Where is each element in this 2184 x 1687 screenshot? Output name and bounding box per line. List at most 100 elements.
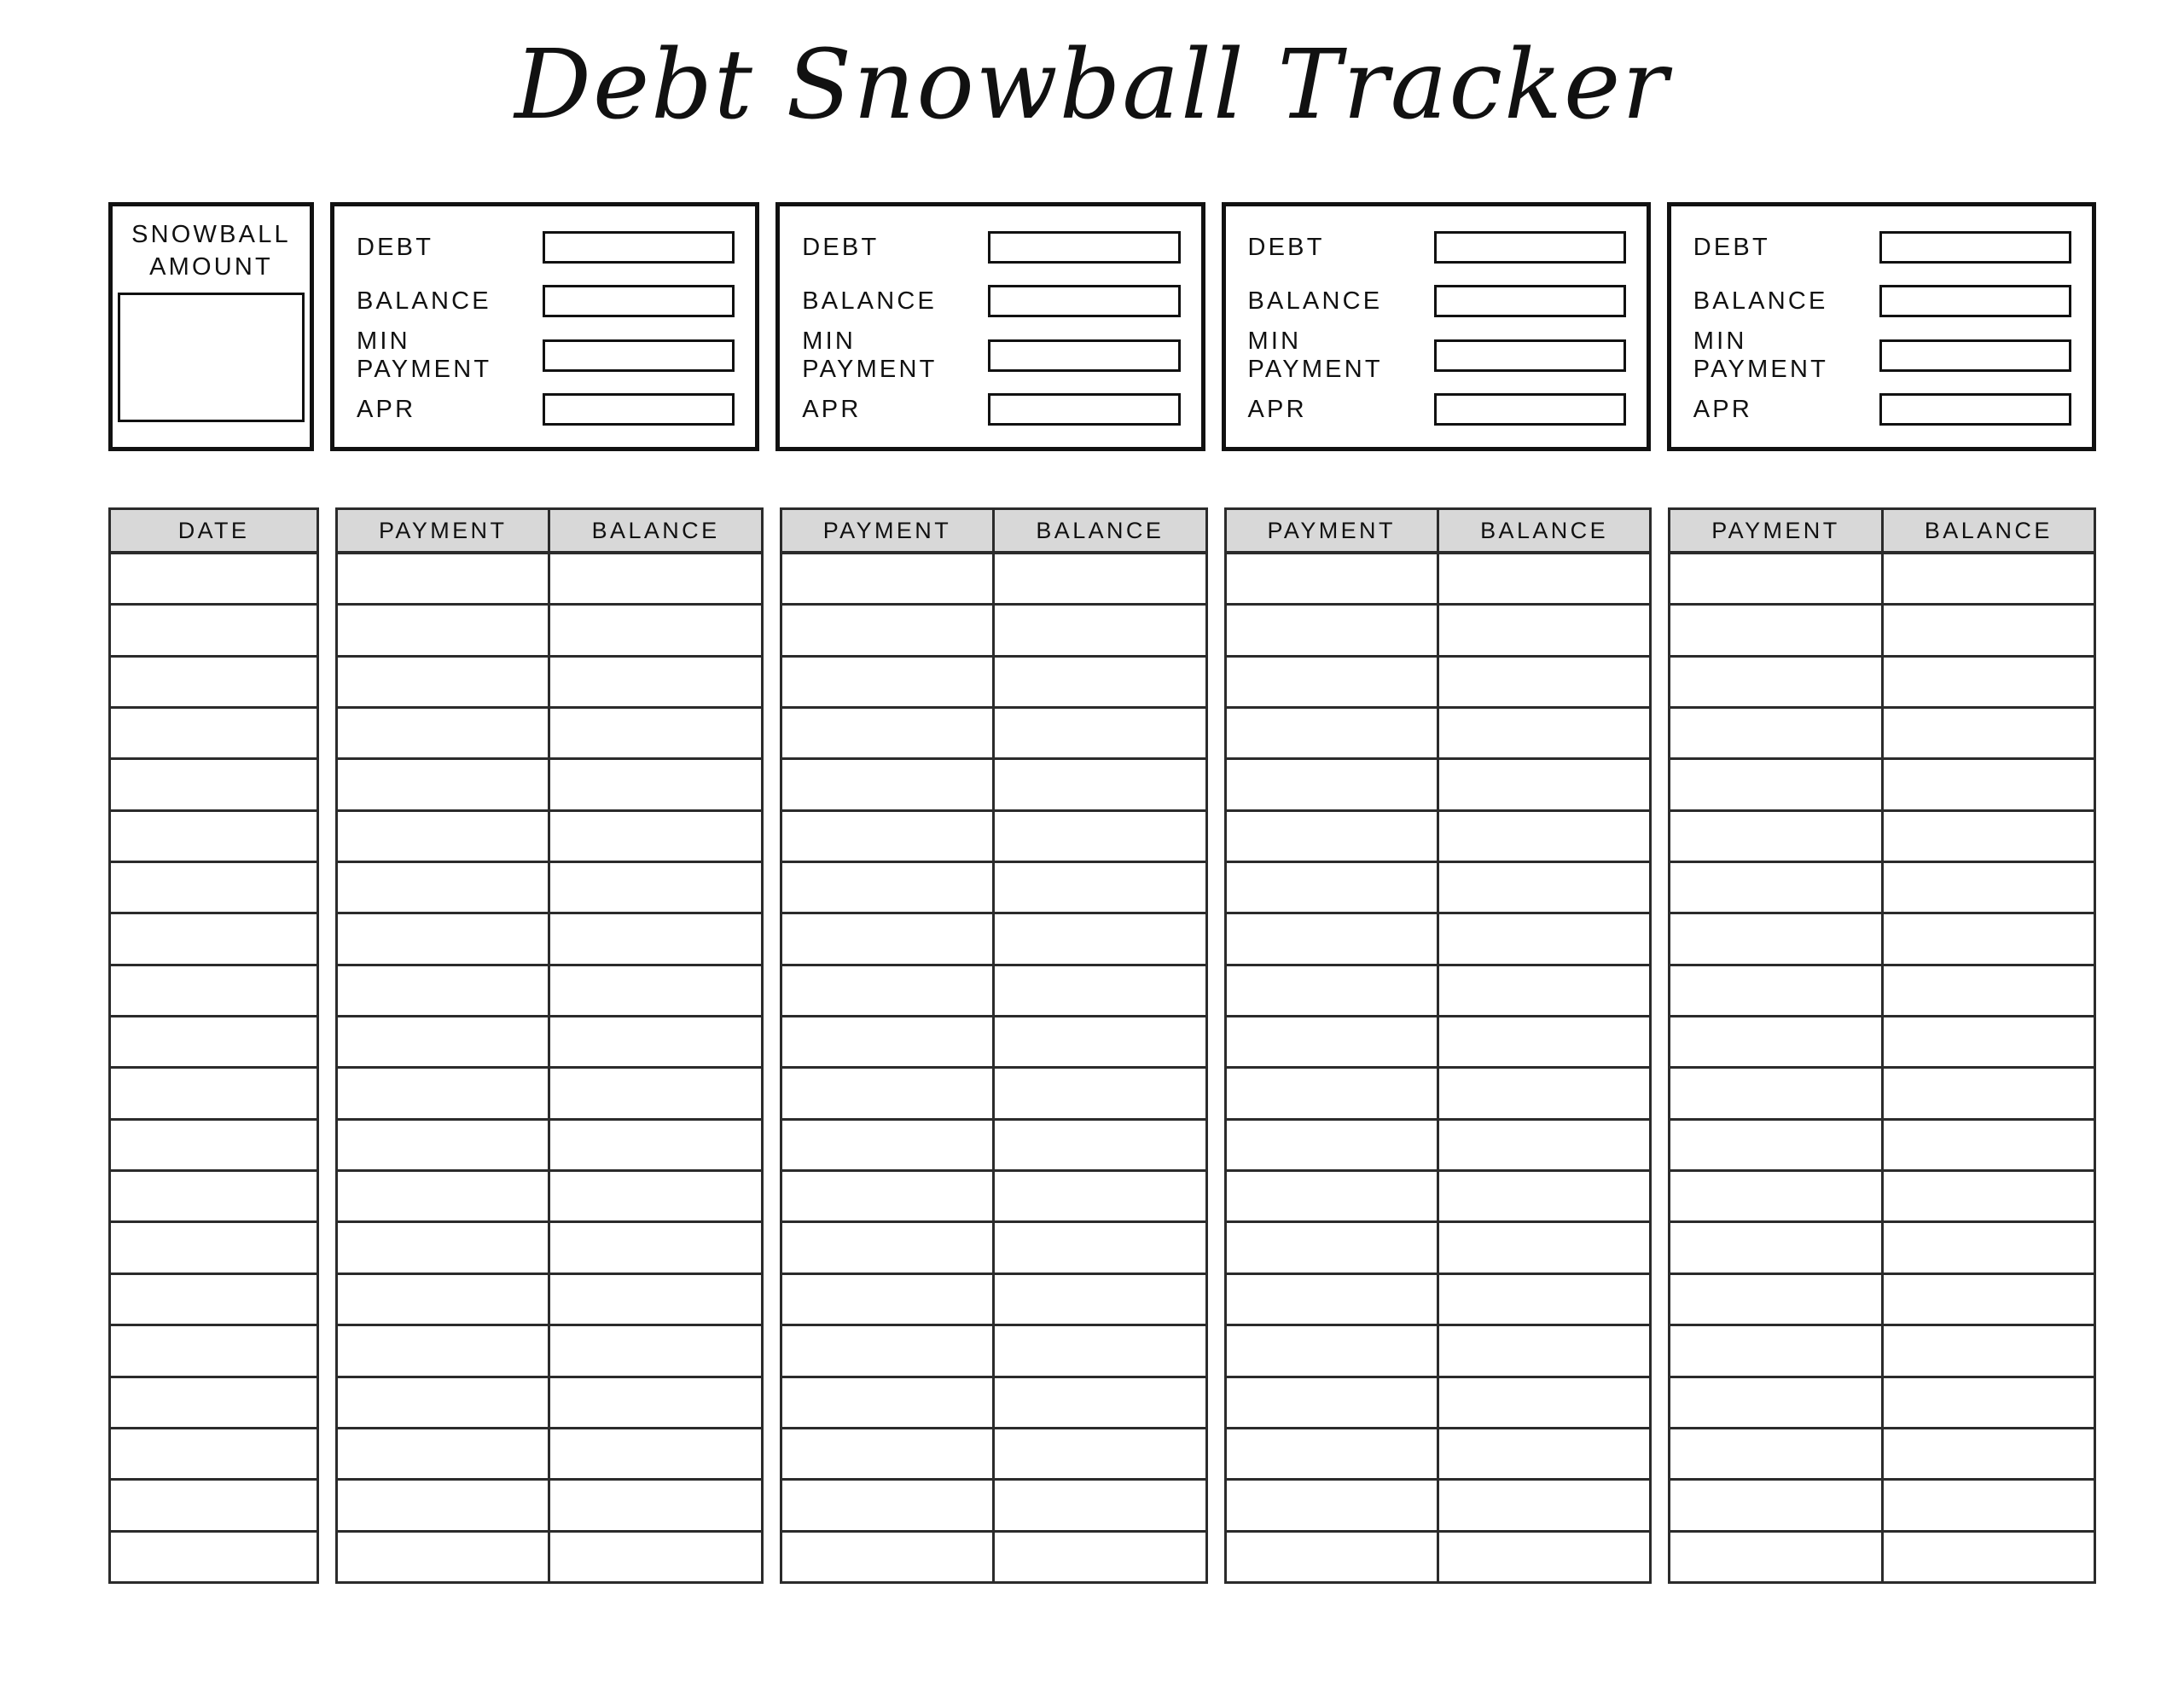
date-cell[interactable]	[111, 1378, 317, 1427]
balance-cell[interactable]	[548, 1223, 760, 1272]
payment-cell[interactable]	[782, 914, 992, 963]
payment-cell[interactable]	[338, 1223, 548, 1272]
balance-cell[interactable]	[548, 1326, 760, 1376]
payment-cell[interactable]	[1670, 709, 1880, 757]
debt-input[interactable]	[1433, 231, 1626, 264]
balance-cell[interactable]	[992, 1172, 1205, 1221]
balance-cell[interactable]	[1880, 811, 2094, 861]
balance-cell[interactable]	[992, 811, 1205, 861]
balance-cell[interactable]	[1880, 1532, 2094, 1581]
balance-cell[interactable]	[548, 1429, 760, 1479]
balance-cell[interactable]	[992, 1223, 1205, 1272]
balance-cell[interactable]	[1880, 1017, 2094, 1067]
balance-cell[interactable]	[992, 1481, 1205, 1530]
payment-cell[interactable]	[782, 606, 992, 654]
balance-cell[interactable]	[992, 965, 1205, 1016]
payment-cell[interactable]	[1227, 1223, 1437, 1272]
payment-cell[interactable]	[338, 863, 548, 912]
payment-cell[interactable]	[1227, 1172, 1437, 1220]
balance-cell[interactable]	[992, 1326, 1205, 1376]
balance-cell[interactable]	[1880, 1172, 2094, 1221]
balance-cell[interactable]	[1880, 1377, 2094, 1427]
balance-cell[interactable]	[1436, 1172, 1649, 1221]
payment-cell[interactable]	[338, 1429, 548, 1478]
payment-cell[interactable]	[782, 1533, 992, 1581]
balance-cell[interactable]	[992, 1120, 1205, 1170]
payment-cell[interactable]	[1670, 966, 1880, 1015]
payment-cell[interactable]	[1227, 863, 1437, 912]
date-cell[interactable]	[111, 1429, 317, 1478]
payment-cell[interactable]	[1670, 1429, 1880, 1478]
balance-cell[interactable]	[1880, 863, 2094, 913]
balance-cell[interactable]	[992, 1274, 1205, 1325]
balance-cell[interactable]	[1436, 1274, 1649, 1325]
payment-cell[interactable]	[1670, 554, 1880, 603]
snowball-amount-input[interactable]	[118, 292, 305, 422]
min-payment-input[interactable]	[1433, 339, 1626, 372]
payment-cell[interactable]	[338, 1172, 548, 1220]
payment-cell[interactable]	[782, 1172, 992, 1220]
balance-cell[interactable]	[548, 1532, 760, 1581]
balance-cell[interactable]	[1436, 1326, 1649, 1376]
balance-cell[interactable]	[992, 554, 1205, 604]
min-payment-input[interactable]	[543, 339, 735, 372]
balance-cell[interactable]	[1880, 657, 2094, 707]
payment-cell[interactable]	[1670, 658, 1880, 706]
payment-cell[interactable]	[338, 1017, 548, 1066]
balance-cell[interactable]	[1880, 709, 2094, 758]
payment-cell[interactable]	[1670, 812, 1880, 861]
balance-cell[interactable]	[992, 1069, 1205, 1118]
balance-cell[interactable]	[1436, 1120, 1649, 1170]
balance-cell[interactable]	[1880, 1429, 2094, 1479]
payment-cell[interactable]	[782, 812, 992, 861]
payment-cell[interactable]	[338, 1481, 548, 1529]
balance-cell[interactable]	[1880, 760, 2094, 809]
balance-cell[interactable]	[992, 606, 1205, 655]
balance-input[interactable]	[1433, 285, 1626, 318]
payment-cell[interactable]	[782, 1481, 992, 1529]
payment-cell[interactable]	[782, 863, 992, 912]
date-cell[interactable]	[111, 606, 317, 654]
payment-cell[interactable]	[1670, 1533, 1880, 1581]
payment-cell[interactable]	[1670, 1378, 1880, 1427]
payment-cell[interactable]	[782, 1069, 992, 1117]
payment-cell[interactable]	[1670, 1275, 1880, 1324]
payment-cell[interactable]	[338, 606, 548, 654]
payment-cell[interactable]	[338, 709, 548, 757]
payment-cell[interactable]	[1227, 1481, 1437, 1529]
balance-input[interactable]	[1879, 285, 2071, 318]
date-cell[interactable]	[111, 760, 317, 809]
balance-cell[interactable]	[1436, 709, 1649, 758]
balance-cell[interactable]	[1436, 965, 1649, 1016]
payment-cell[interactable]	[1227, 760, 1437, 809]
payment-cell[interactable]	[1227, 966, 1437, 1015]
balance-cell[interactable]	[1880, 1120, 2094, 1170]
payment-cell[interactable]	[1670, 914, 1880, 963]
balance-cell[interactable]	[1436, 1017, 1649, 1067]
date-cell[interactable]	[111, 1069, 317, 1117]
date-cell[interactable]	[111, 1121, 317, 1169]
payment-cell[interactable]	[782, 760, 992, 809]
payment-cell[interactable]	[1227, 709, 1437, 757]
balance-cell[interactable]	[548, 965, 760, 1016]
payment-cell[interactable]	[782, 554, 992, 603]
balance-cell[interactable]	[548, 760, 760, 809]
balance-cell[interactable]	[1436, 1223, 1649, 1272]
date-cell[interactable]	[111, 658, 317, 706]
payment-cell[interactable]	[1227, 1326, 1437, 1375]
payment-cell[interactable]	[1670, 1121, 1880, 1169]
date-cell[interactable]	[111, 1326, 317, 1375]
balance-cell[interactable]	[1436, 914, 1649, 964]
payment-cell[interactable]	[1227, 1121, 1437, 1169]
date-cell[interactable]	[111, 554, 317, 603]
balance-cell[interactable]	[1880, 965, 2094, 1016]
balance-cell[interactable]	[992, 914, 1205, 964]
balance-cell[interactable]	[1436, 1377, 1649, 1427]
debt-input[interactable]	[988, 231, 1181, 264]
balance-cell[interactable]	[992, 709, 1205, 758]
payment-cell[interactable]	[782, 1223, 992, 1272]
balance-cell[interactable]	[992, 1377, 1205, 1427]
payment-cell[interactable]	[338, 658, 548, 706]
balance-cell[interactable]	[1880, 1481, 2094, 1530]
balance-cell[interactable]	[548, 1017, 760, 1067]
